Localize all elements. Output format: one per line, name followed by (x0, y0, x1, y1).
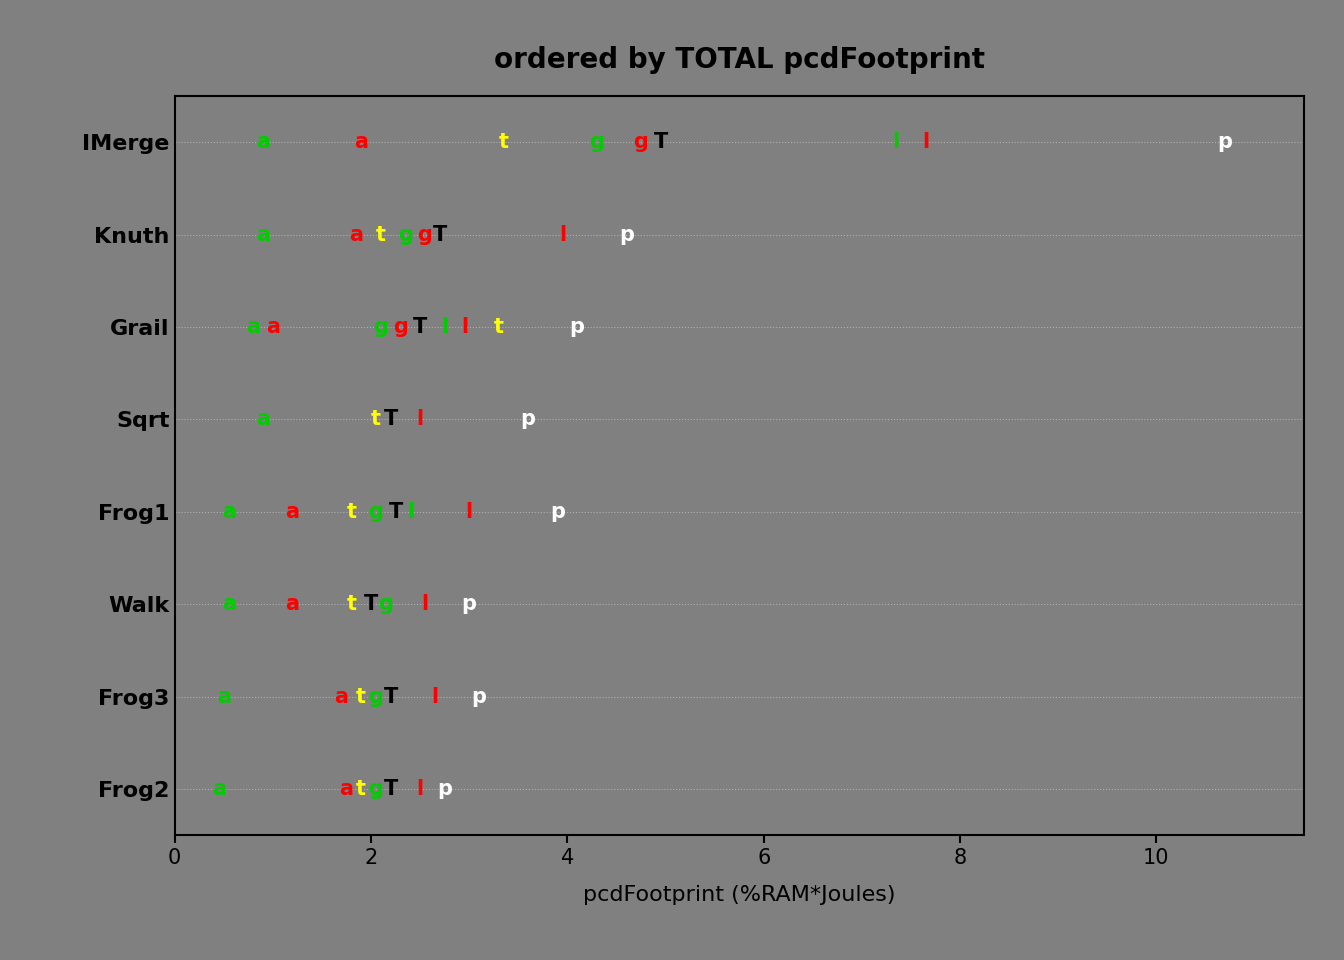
Text: g: g (368, 502, 383, 522)
Text: g: g (633, 132, 648, 153)
Text: a: a (335, 686, 348, 707)
Text: l: l (407, 502, 414, 522)
X-axis label: pcdFootprint (%RAM*Joules): pcdFootprint (%RAM*Joules) (583, 885, 895, 905)
Text: t: t (376, 225, 386, 245)
Text: t: t (499, 132, 508, 153)
Text: g: g (379, 594, 394, 614)
Text: T: T (364, 594, 378, 614)
Text: l: l (922, 132, 929, 153)
Text: a: a (349, 225, 363, 245)
Text: T: T (653, 132, 668, 153)
Text: l: l (431, 686, 438, 707)
Text: a: a (246, 317, 261, 337)
Text: a: a (285, 594, 300, 614)
Text: l: l (559, 225, 566, 245)
Text: l: l (441, 317, 449, 337)
Text: a: a (222, 502, 235, 522)
Text: a: a (216, 686, 231, 707)
Text: l: l (417, 409, 423, 429)
Text: t: t (356, 686, 367, 707)
Text: a: a (212, 779, 226, 799)
Text: g: g (368, 686, 383, 707)
Text: p: p (570, 317, 585, 337)
Text: a: a (257, 225, 270, 245)
Text: g: g (374, 317, 388, 337)
Text: p: p (1218, 132, 1232, 153)
Text: l: l (422, 594, 429, 614)
Text: p: p (618, 225, 634, 245)
Text: p: p (520, 409, 536, 429)
Text: t: t (347, 594, 356, 614)
Text: l: l (892, 132, 900, 153)
Text: g: g (368, 779, 383, 799)
Text: T: T (413, 317, 427, 337)
Text: p: p (550, 502, 564, 522)
Text: a: a (222, 594, 235, 614)
Text: T: T (433, 225, 448, 245)
Text: T: T (383, 686, 398, 707)
Text: a: a (266, 317, 280, 337)
Text: l: l (417, 779, 423, 799)
Text: t: t (371, 409, 380, 429)
Text: p: p (437, 779, 452, 799)
Text: g: g (392, 317, 409, 337)
Text: t: t (347, 502, 356, 522)
Text: t: t (356, 779, 367, 799)
Text: l: l (465, 502, 473, 522)
Text: T: T (383, 409, 398, 429)
Text: p: p (462, 594, 477, 614)
Text: a: a (355, 132, 368, 153)
Title: ordered by TOTAL pcdFootprint: ordered by TOTAL pcdFootprint (493, 46, 985, 74)
Text: g: g (398, 225, 413, 245)
Text: p: p (472, 686, 487, 707)
Text: a: a (257, 132, 270, 153)
Text: a: a (340, 779, 353, 799)
Text: T: T (383, 779, 398, 799)
Text: l: l (461, 317, 468, 337)
Text: a: a (257, 409, 270, 429)
Text: g: g (418, 225, 433, 245)
Text: g: g (590, 132, 605, 153)
Text: a: a (285, 502, 300, 522)
Text: T: T (388, 502, 403, 522)
Text: t: t (493, 317, 504, 337)
